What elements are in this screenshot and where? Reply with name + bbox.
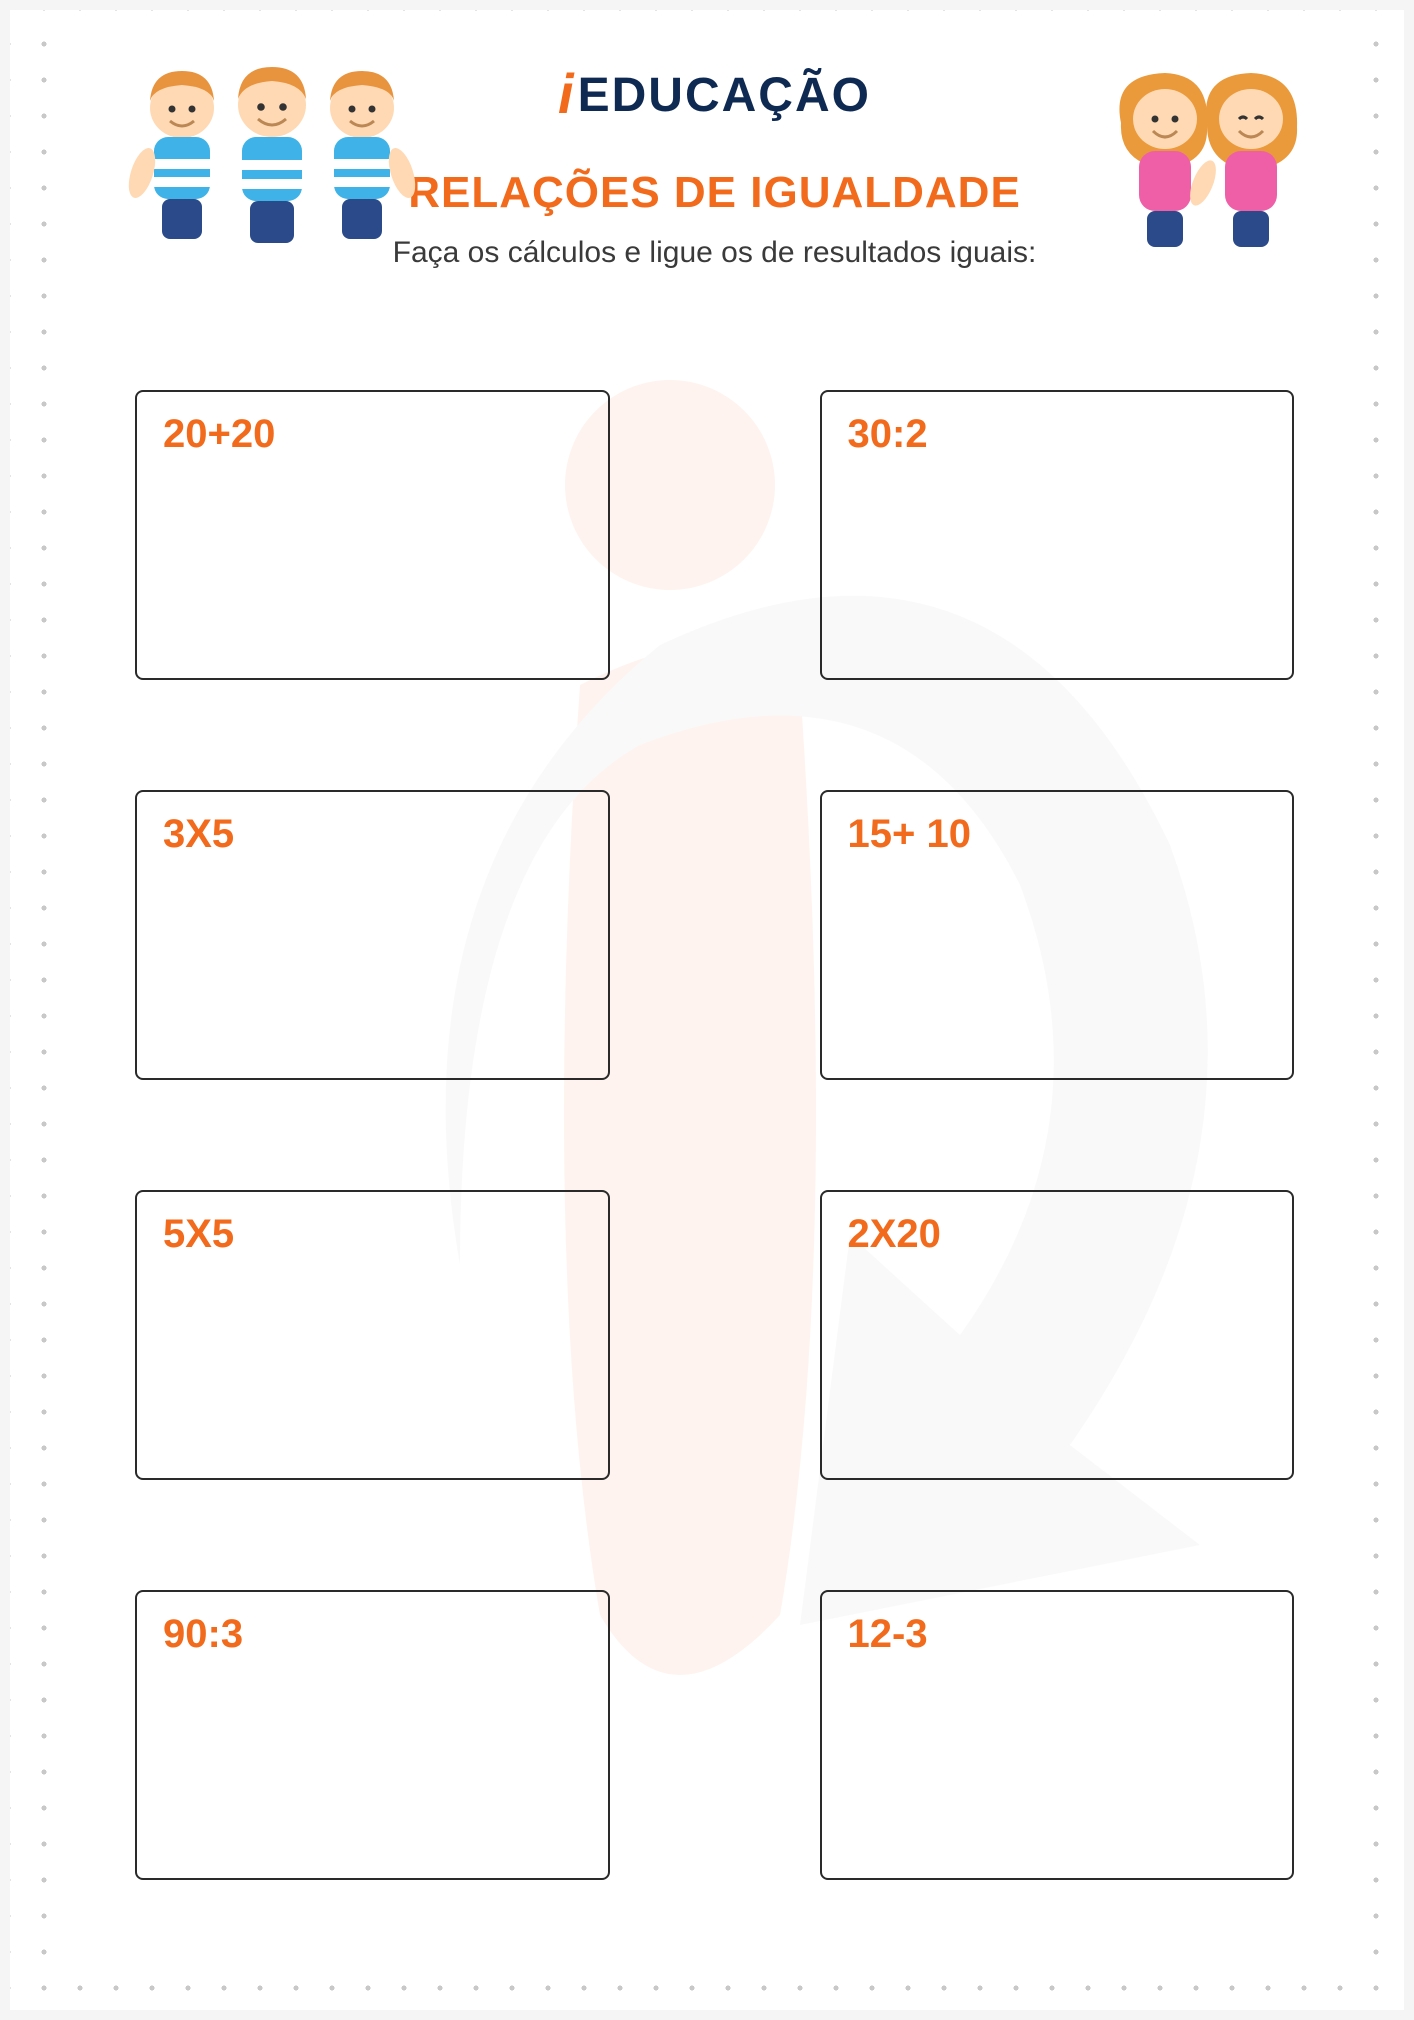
logo-text: EDUCAÇÃO	[578, 68, 871, 123]
expression-box: 15+ 10	[820, 790, 1295, 1080]
worksheet-page: i EDUCAÇÃO RELAÇÕES DE IGUALDADE Faça os…	[10, 10, 1404, 2010]
expression-box: 30:2	[820, 390, 1295, 680]
expression-box: 5X5	[135, 1190, 610, 1480]
expression-text: 30:2	[848, 412, 1267, 457]
expression-box: 12-3	[820, 1590, 1295, 1880]
expression-text: 5X5	[163, 1212, 582, 1257]
expression-box: 90:3	[135, 1590, 610, 1880]
illustration-two-girls	[1099, 63, 1309, 263]
expression-text: 12-3	[848, 1612, 1267, 1657]
expression-box: 3X5	[135, 790, 610, 1080]
expression-text: 15+ 10	[848, 812, 1267, 857]
expression-grid: 20+20 30:2 3X5 15+ 10 5X5 2X20 90:3 12-3	[135, 390, 1294, 1880]
expression-text: 20+20	[163, 412, 582, 457]
illustration-three-boys	[122, 63, 422, 263]
content-area: i EDUCAÇÃO RELAÇÕES DE IGUALDADE Faça os…	[60, 35, 1369, 1985]
expression-box: 2X20	[820, 1190, 1295, 1480]
logo-i-glyph: i	[558, 61, 574, 126]
expression-text: 90:3	[163, 1612, 582, 1657]
expression-box: 20+20	[135, 390, 610, 680]
expression-text: 3X5	[163, 812, 582, 857]
expression-text: 2X20	[848, 1212, 1267, 1257]
